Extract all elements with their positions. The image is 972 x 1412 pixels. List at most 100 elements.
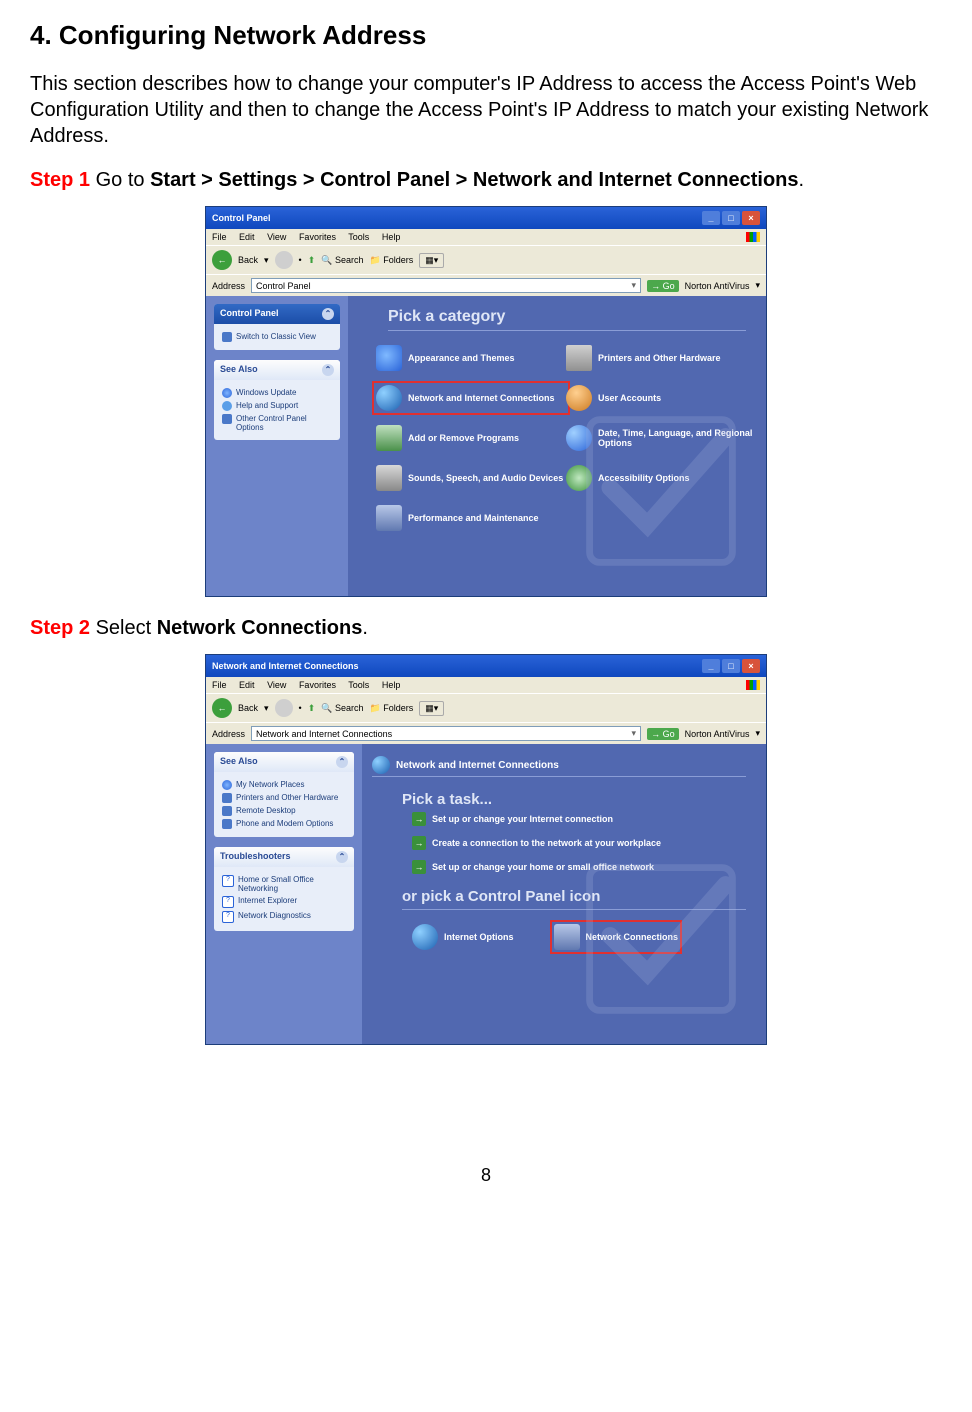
maximize-button[interactable]: □ — [722, 211, 740, 225]
collapse-icon[interactable]: ⌃ — [322, 308, 334, 320]
norton-label: Norton AntiVirus — [685, 729, 750, 739]
sounds-icon — [376, 465, 402, 491]
help-icon — [222, 401, 232, 411]
category-accessibility[interactable]: Accessibility Options — [566, 465, 756, 491]
screenshot-control-panel: Control Panel _ □ × File Edit View Favor… — [205, 206, 767, 597]
menu-file[interactable]: File — [212, 680, 227, 690]
window-title: Network and Internet Connections — [212, 661, 359, 671]
menu-file[interactable]: File — [212, 232, 227, 242]
category-performance[interactable]: Performance and Maintenance — [376, 505, 566, 531]
section-heading: 4. Configuring Network Address — [30, 20, 942, 51]
globe-icon — [222, 388, 232, 398]
collapse-icon[interactable]: ⌃ — [322, 364, 334, 376]
windows-flag-icon — [746, 680, 760, 690]
window-titlebar: Network and Internet Connections _ □ × — [206, 655, 766, 677]
my-network-places-link[interactable]: My Network Places — [222, 780, 346, 790]
step-2-period: . — [362, 617, 368, 639]
menu-bar: File Edit View Favorites Tools Help — [206, 677, 766, 693]
folders-button[interactable]: Folders — [370, 255, 414, 266]
menu-tools[interactable]: Tools — [348, 680, 369, 690]
menu-view[interactable]: View — [267, 232, 286, 242]
cp-icon-network-connections[interactable]: Network Connections — [550, 920, 683, 954]
category-date[interactable]: Date, Time, Language, and Regional Optio… — [566, 425, 756, 451]
category-appearance[interactable]: Appearance and Themes — [376, 345, 566, 371]
switch-classic-view-link[interactable]: Switch to Classic View — [222, 332, 332, 342]
classic-view-icon — [222, 332, 232, 342]
category-programs[interactable]: Add or Remove Programs — [376, 425, 566, 451]
back-label: Back — [238, 255, 258, 265]
sidepanel-see-also-header: See Also ⌃ — [214, 360, 340, 380]
step-1-period: . — [799, 169, 805, 191]
menu-help[interactable]: Help — [382, 232, 401, 242]
options-icon — [222, 414, 232, 424]
address-dropdown-icon[interactable]: ▾ — [632, 280, 637, 291]
search-button[interactable]: Search — [321, 255, 363, 266]
task-create-workplace[interactable]: →Create a connection to the network at y… — [412, 836, 756, 850]
date-icon — [566, 425, 592, 451]
toolbar: ← Back ▾ • ⬆ Search Folders ▦▾ — [206, 693, 766, 722]
category-sounds[interactable]: Sounds, Speech, and Audio Devices — [376, 465, 566, 491]
troubleshoot-ie-link[interactable]: ?Internet Explorer — [222, 896, 346, 908]
main-content: Network and Internet Connections Pick a … — [362, 744, 766, 1044]
troubleshoot-home-link[interactable]: ?Home or Small Office Networking — [222, 875, 346, 893]
maximize-button[interactable]: □ — [722, 659, 740, 673]
network-places-icon — [222, 780, 232, 790]
other-cp-options-link[interactable]: Other Control Panel Options — [222, 414, 332, 432]
network-icon — [376, 385, 402, 411]
folders-button[interactable]: Folders — [370, 703, 414, 714]
phone-modem-link[interactable]: Phone and Modem Options — [222, 819, 346, 829]
go-button[interactable]: → Go — [647, 280, 679, 292]
windows-update-link[interactable]: Windows Update — [222, 388, 332, 398]
address-label: Address — [212, 729, 245, 739]
collapse-icon[interactable]: ⌃ — [336, 851, 348, 863]
menu-favorites[interactable]: Favorites — [299, 680, 336, 690]
address-dropdown-icon[interactable]: ▾ — [632, 728, 637, 739]
menu-view[interactable]: View — [267, 680, 286, 690]
menu-tools[interactable]: Tools — [348, 232, 369, 242]
remote-desktop-link[interactable]: Remote Desktop — [222, 806, 346, 816]
pick-category-title: Pick a category — [388, 308, 756, 326]
task-setup-home[interactable]: →Set up or change your home or small off… — [412, 860, 756, 874]
norton-label: Norton AntiVirus — [685, 281, 750, 291]
category-users[interactable]: User Accounts — [566, 385, 756, 411]
go-button[interactable]: → Go — [647, 728, 679, 740]
troubleshoot-diag-link[interactable]: ?Network Diagnostics — [222, 911, 346, 923]
address-input[interactable]: Network and Internet Connections ▾ — [251, 726, 641, 741]
forward-button[interactable] — [275, 699, 293, 717]
step-1-path: Start > Settings > Control Panel > Netwo… — [150, 169, 798, 191]
close-button[interactable]: × — [742, 659, 760, 673]
back-button[interactable]: ← — [212, 250, 232, 270]
step-2-text: Select — [90, 617, 157, 639]
minimize-button[interactable]: _ — [702, 659, 720, 673]
arrow-icon: → — [412, 812, 426, 826]
step-2-label: Step 2 — [30, 617, 90, 639]
window-title: Control Panel — [212, 213, 271, 223]
views-button[interactable]: ▦▾ — [419, 253, 444, 268]
address-input[interactable]: Control Panel ▾ — [251, 278, 641, 293]
address-bar: Address Control Panel ▾ → Go Norton Anti… — [206, 274, 766, 296]
menu-edit[interactable]: Edit — [239, 680, 255, 690]
menu-help[interactable]: Help — [382, 680, 401, 690]
back-button[interactable]: ← — [212, 698, 232, 718]
category-network[interactable]: Network and Internet Connections — [372, 381, 570, 415]
help-support-link[interactable]: Help and Support — [222, 401, 332, 411]
cp-icon-internet-options[interactable]: Internet Options — [412, 924, 514, 950]
menu-edit[interactable]: Edit — [239, 232, 255, 242]
category-printers[interactable]: Printers and Other Hardware — [566, 345, 756, 371]
collapse-icon[interactable]: ⌃ — [336, 756, 348, 768]
minimize-button[interactable]: _ — [702, 211, 720, 225]
sidepanel-troubleshooters-header: Troubleshooters ⌃ — [214, 847, 354, 867]
views-button[interactable]: ▦▾ — [419, 701, 444, 716]
menu-favorites[interactable]: Favorites — [299, 232, 336, 242]
printers-hardware-link[interactable]: Printers and Other Hardware — [222, 793, 346, 803]
task-setup-internet[interactable]: →Set up or change your Internet connecti… — [412, 812, 756, 826]
search-button[interactable]: Search — [321, 703, 363, 714]
close-button[interactable]: × — [742, 211, 760, 225]
accessibility-icon — [566, 465, 592, 491]
intro-paragraph: This section describes how to change you… — [30, 71, 942, 149]
internet-options-icon — [412, 924, 438, 950]
forward-button[interactable] — [275, 251, 293, 269]
pick-cp-icon-title: or pick a Control Panel icon — [402, 888, 756, 905]
question-icon: ? — [222, 896, 234, 908]
arrow-icon: → — [412, 836, 426, 850]
